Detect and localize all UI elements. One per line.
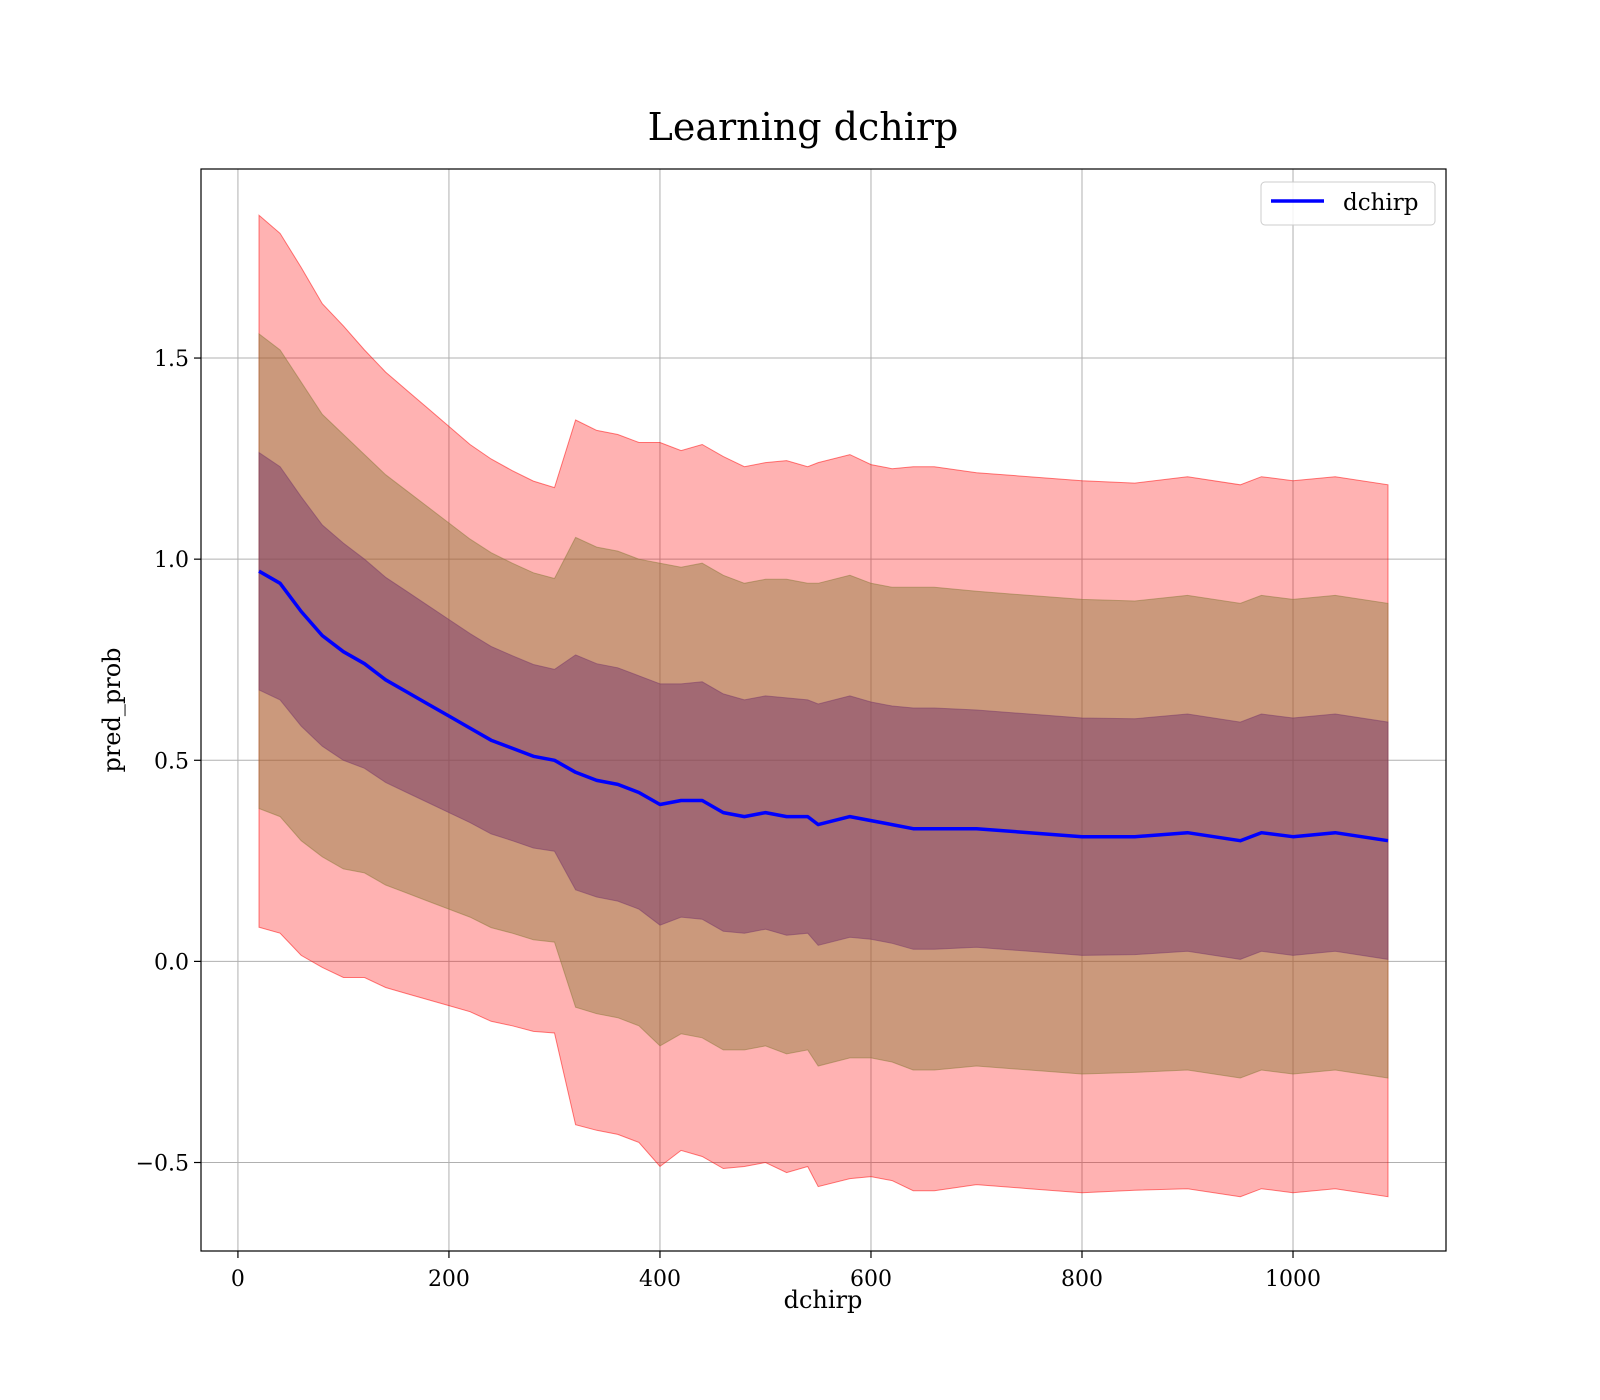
x-axis-ticks: 0 200 400 600 800 1000	[231, 1251, 1321, 1292]
y-tick-label: 0.0	[154, 950, 189, 975]
y-tick-label: −0.5	[136, 1152, 189, 1177]
std-bands	[258, 214, 1389, 1198]
series-lines	[258, 569, 1389, 843]
chart-title: Learning dchirp	[648, 105, 959, 149]
legend-label-dchirp: dchirp	[1343, 190, 1419, 216]
y-axis-label: pred_prob	[98, 647, 126, 772]
x-tick-label: 1000	[1265, 1267, 1321, 1292]
y-tick-label: 1.5	[154, 347, 189, 372]
band-1-std	[258, 451, 1389, 960]
y-tick-label: 0.5	[154, 749, 189, 774]
x-tick-label: 200	[428, 1267, 470, 1292]
legend-box	[1260, 181, 1436, 226]
x-tick-label: 400	[639, 1267, 681, 1292]
y-tick-label: 1.0	[154, 548, 189, 573]
y-axis-ticks: −0.5 0.0 0.5 1.0 1.5	[136, 347, 201, 1177]
x-tick-label: 800	[1061, 1267, 1103, 1292]
series-line-dchirp	[258, 569, 1389, 843]
x-tick-label: 600	[850, 1267, 892, 1292]
x-axis-label: dchirp	[784, 1286, 863, 1314]
plot-frame	[200, 168, 1447, 1252]
x-tick-label: 0	[231, 1267, 245, 1292]
legend: dchirp	[1260, 181, 1436, 226]
